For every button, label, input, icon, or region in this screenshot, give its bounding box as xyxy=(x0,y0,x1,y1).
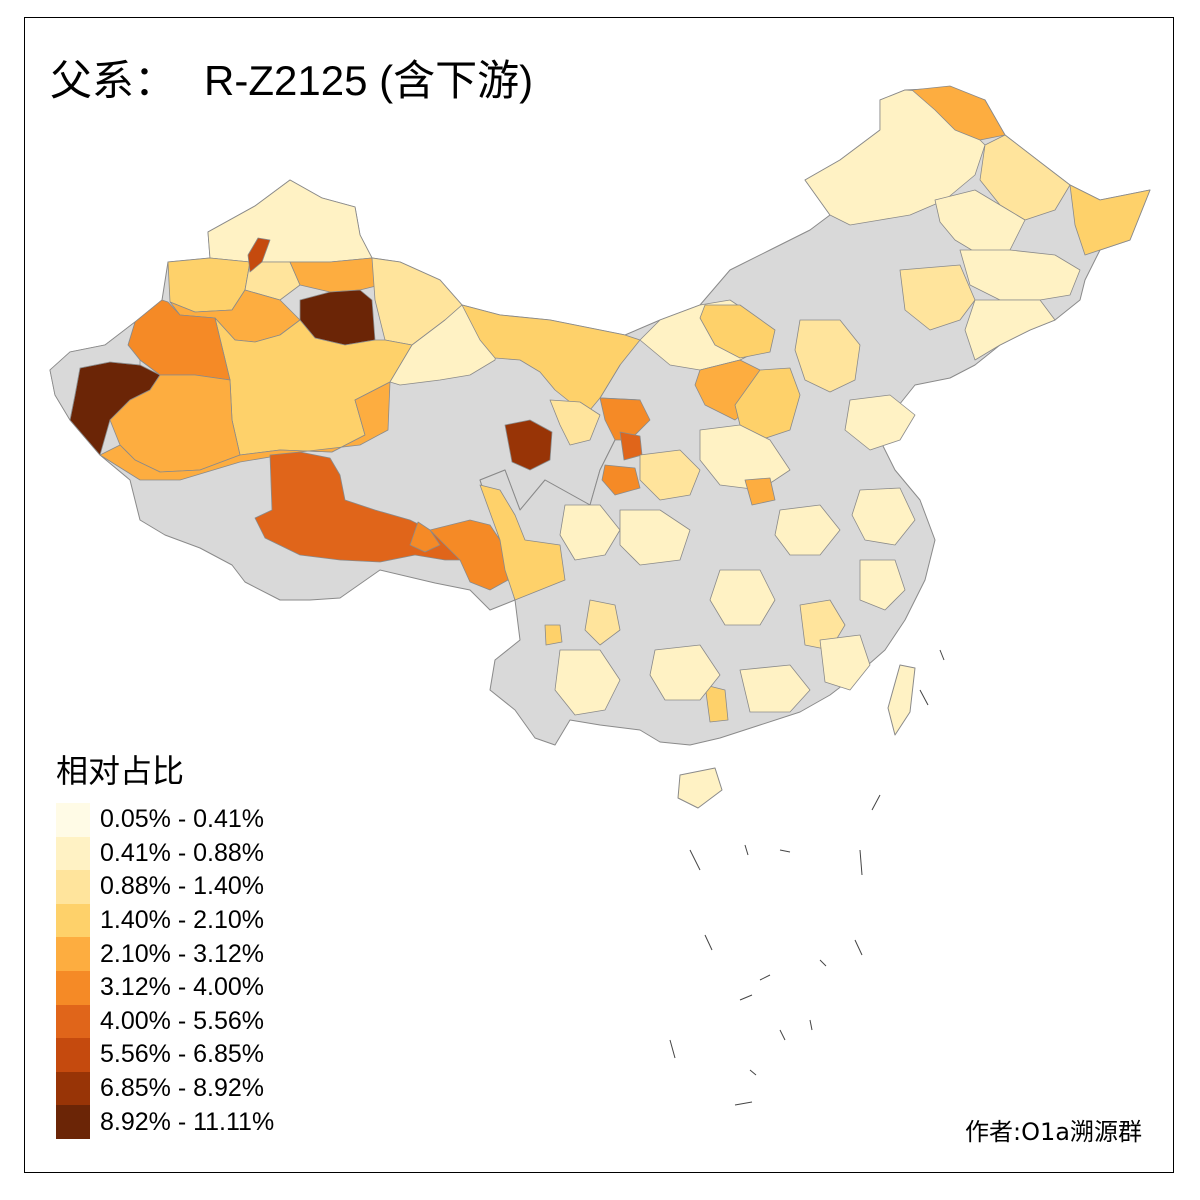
map-regions xyxy=(49,85,1151,723)
legend-swatch xyxy=(56,1071,90,1106)
legend-label: 0.88% - 1.40% xyxy=(100,872,264,901)
south-sea-islands xyxy=(669,649,945,1106)
region-altay xyxy=(207,179,373,263)
legend-item: 0.88% - 1.40% xyxy=(56,870,274,904)
island-mark xyxy=(859,849,863,876)
region-gansu-hexi xyxy=(549,399,601,446)
region-shanxi xyxy=(734,367,801,441)
island-mark xyxy=(854,939,863,956)
region-xian xyxy=(639,449,701,501)
region-tacheng xyxy=(244,261,301,301)
legend-item: 3.12% - 4.00% xyxy=(56,970,274,1005)
region-guangxi-west xyxy=(704,684,729,723)
region-karamay xyxy=(247,237,271,273)
region-chongqing xyxy=(544,624,563,646)
legend-label: 8.92% - 11.11% xyxy=(100,1107,275,1136)
island-mark xyxy=(809,1019,813,1031)
legend-item: 0.41% - 0.88% xyxy=(56,836,274,871)
legend-swatch xyxy=(56,1038,90,1072)
region-heilongjiang-east xyxy=(979,134,1071,221)
region-sichuan-east xyxy=(619,509,691,566)
island-mark xyxy=(759,974,771,981)
region-fujian xyxy=(819,634,871,691)
legend-swatch xyxy=(56,1004,90,1039)
island-mark xyxy=(939,649,945,661)
legend-swatch xyxy=(56,803,90,837)
legend-swatch xyxy=(56,970,90,1005)
region-jiangsu xyxy=(851,487,916,546)
island-mark xyxy=(919,689,929,706)
region-shandong xyxy=(844,394,916,451)
legend-label: 0.05% - 0.41% xyxy=(100,805,264,834)
legend-swatch xyxy=(56,836,90,871)
legend-item: 4.00% - 5.56% xyxy=(56,1004,274,1039)
island-mark xyxy=(744,844,749,856)
legend-item: 0.05% - 0.41% xyxy=(56,803,274,837)
legend-label: 1.40% - 2.10% xyxy=(100,906,264,935)
region-hunan xyxy=(709,569,776,626)
region-haidong xyxy=(504,419,553,471)
island-mark xyxy=(739,994,753,1001)
region-luoyang xyxy=(744,477,776,506)
island-mark xyxy=(871,794,881,811)
legend-label: 4.00% - 5.56% xyxy=(100,1006,264,1035)
region-jilin xyxy=(959,249,1081,301)
region-alxa xyxy=(461,304,641,411)
title-prefix: 父系： xyxy=(50,56,177,105)
legend-item: 1.40% - 2.10% xyxy=(56,903,274,938)
island-mark xyxy=(749,1069,757,1076)
legend-label: 5.56% - 6.85% xyxy=(100,1040,264,1069)
region-golog xyxy=(479,484,566,601)
legend-item: 6.85% - 8.92% xyxy=(56,1071,274,1106)
region-lanzhou xyxy=(619,431,643,461)
region-kashgar-pamir xyxy=(49,321,141,421)
region-urumqi-west xyxy=(289,257,381,293)
island-mark xyxy=(689,849,701,871)
legend-label: 3.12% - 4.00% xyxy=(100,973,264,1002)
region-tianshui xyxy=(601,464,641,496)
region-yunnan-north xyxy=(584,599,621,646)
region-qamdo xyxy=(409,521,441,553)
legend-swatch xyxy=(56,870,90,904)
legend: 相对占比 0.05% - 0.41% 0.41% - 0.88% 0.88% - 1… xyxy=(56,755,274,1139)
island-mark xyxy=(819,959,827,967)
region-zhejiang xyxy=(859,559,906,611)
legend-label: 2.10% - 3.12% xyxy=(100,939,264,968)
map-frame xyxy=(24,17,1174,1173)
region-henan xyxy=(699,424,791,491)
island-mark xyxy=(779,1029,786,1041)
region-guangxi xyxy=(649,644,721,701)
island-mark xyxy=(704,934,713,951)
region-yunnan-central xyxy=(554,649,621,716)
legend-swatch xyxy=(56,937,90,971)
region-liaoning xyxy=(899,264,976,331)
region-liaodong xyxy=(964,299,1056,361)
region-anhui xyxy=(774,504,841,556)
legend-item: 2.10% - 3.12% xyxy=(56,937,274,971)
legend-item: 8.92% - 11.11% xyxy=(56,1105,274,1139)
legend-title: 相对占比 xyxy=(56,752,185,790)
region-guangdong xyxy=(739,664,811,713)
region-mohe xyxy=(911,85,1006,141)
title-haplogroup: R-Z2125 (含下游) xyxy=(204,57,534,104)
island-mark xyxy=(734,1101,753,1106)
island-mark xyxy=(779,849,791,853)
legend-swatch xyxy=(56,1105,90,1139)
region-sanjiang xyxy=(1069,184,1151,256)
region-sichuan-west xyxy=(559,504,621,561)
region-hotan-west xyxy=(99,381,391,481)
legend-swatch xyxy=(56,903,90,938)
legend-label: 0.41% - 0.88% xyxy=(100,838,264,867)
region-ordos xyxy=(699,304,776,359)
island-mark xyxy=(669,1039,676,1059)
region-hainan xyxy=(677,767,723,809)
region-hebei xyxy=(794,319,861,393)
legend-rows: 0.05% - 0.41% 0.41% - 0.88% 0.88% - 1.40% 1… xyxy=(56,803,274,1139)
author-credit: 作者:O1a溯源群 xyxy=(965,1118,1142,1146)
map-title: 父系： R-Z2125 (含下游) xyxy=(50,60,533,102)
legend-item: 5.56% - 6.85% xyxy=(56,1038,274,1072)
legend-label: 6.85% - 8.92% xyxy=(100,1074,264,1103)
region-taiwan xyxy=(887,664,916,736)
